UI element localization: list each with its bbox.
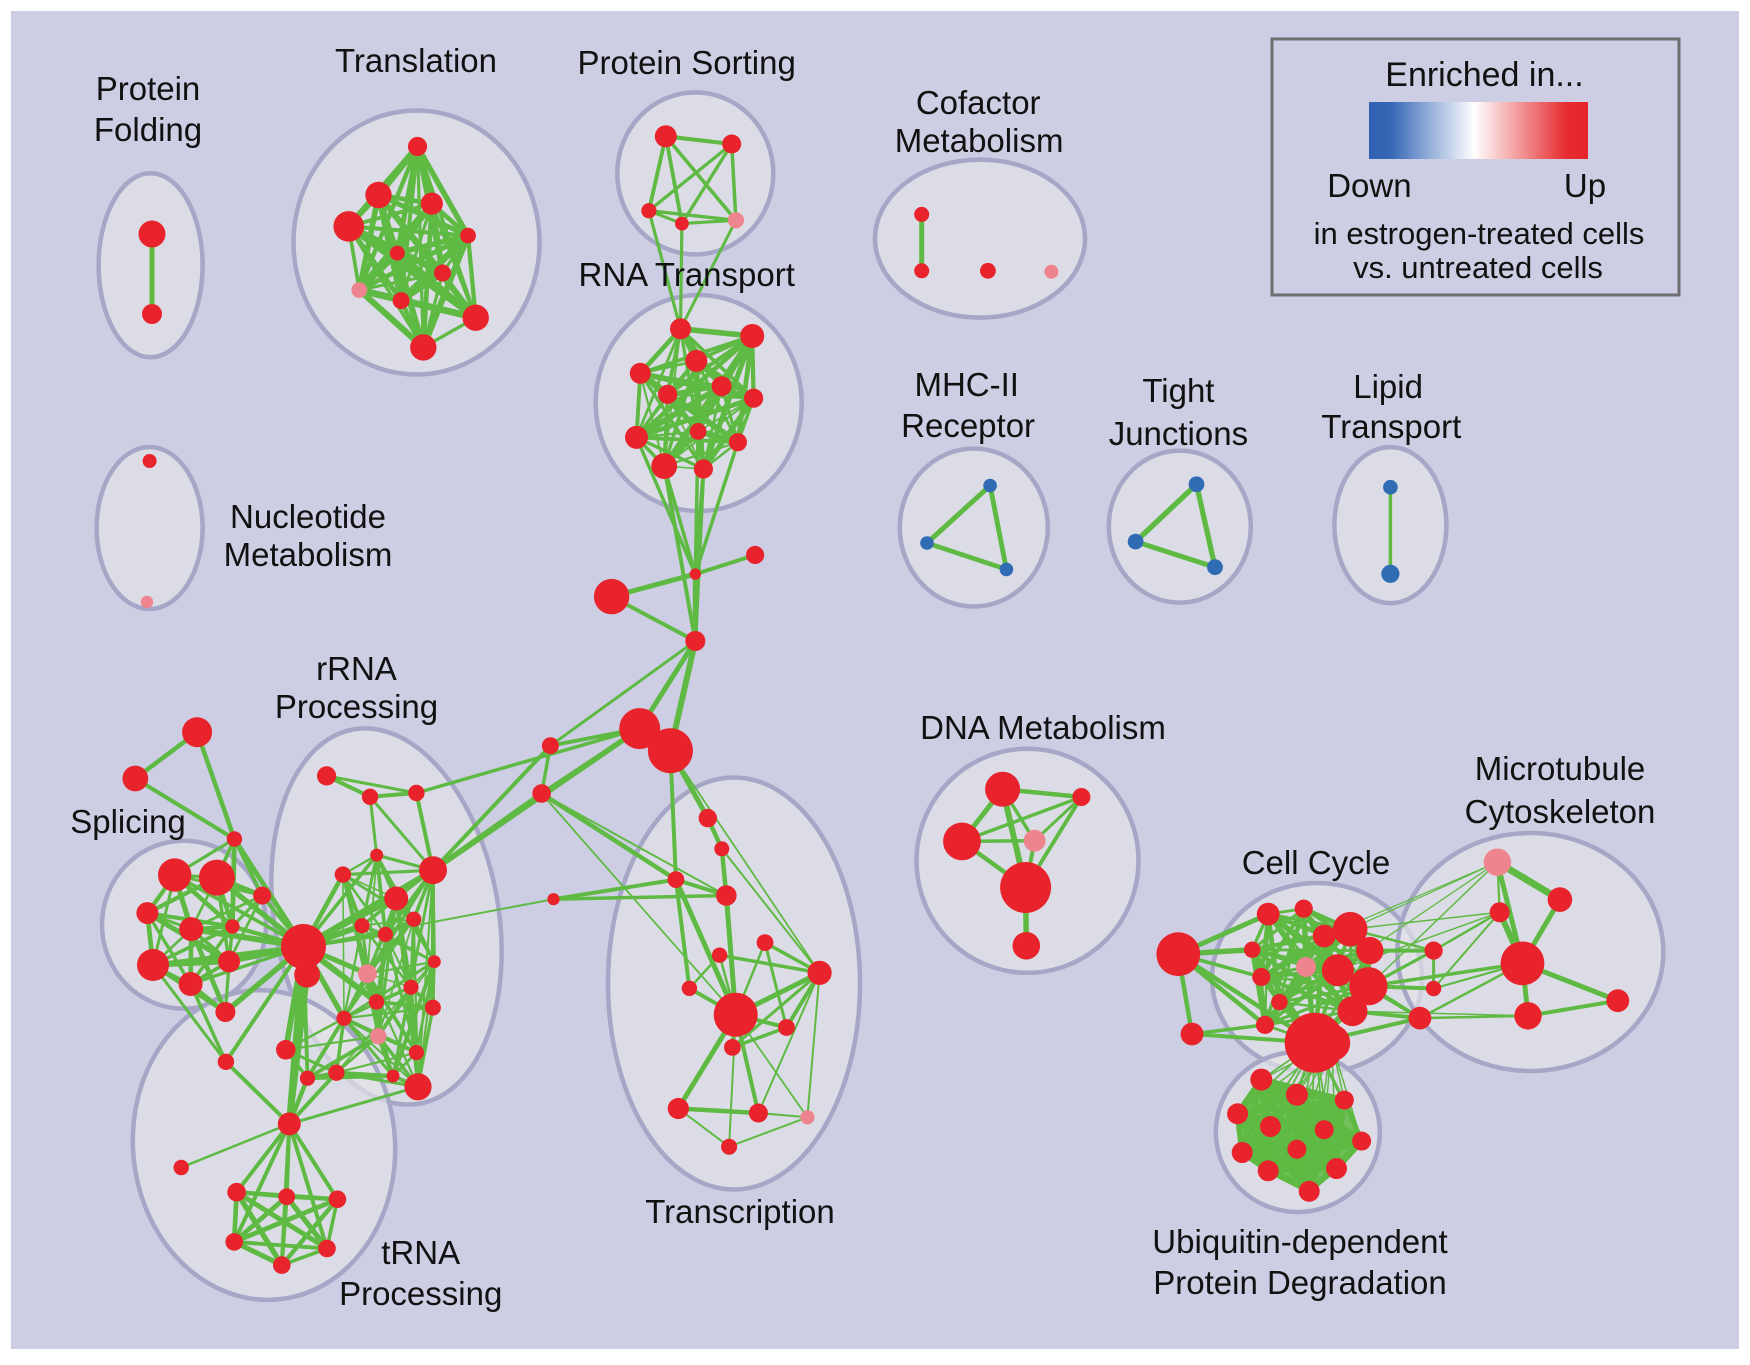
svg-text:Processing: Processing [275,688,438,725]
svg-text:Cofactor: Cofactor [916,84,1041,121]
svg-text:Transport: Transport [1321,408,1461,445]
svg-text:Down: Down [1327,167,1411,204]
svg-text:Protein Degradation: Protein Degradation [1153,1264,1447,1301]
svg-text:MHC-II: MHC-II [914,366,1018,403]
svg-text:Protein Sorting: Protein Sorting [578,44,796,81]
svg-text:Translation: Translation [335,42,497,79]
svg-text:Folding: Folding [94,111,202,148]
svg-text:Up: Up [1564,167,1606,204]
svg-text:Cytoskeleton: Cytoskeleton [1465,793,1656,830]
svg-text:DNA Metabolism: DNA Metabolism [920,709,1166,746]
svg-text:Processing: Processing [339,1275,502,1312]
svg-text:rRNA: rRNA [316,650,397,687]
svg-text:Protein: Protein [96,70,201,107]
svg-text:Ubiquitin-dependent: Ubiquitin-dependent [1152,1223,1447,1260]
svg-text:in estrogen-treated cells: in estrogen-treated cells [1314,216,1645,251]
svg-text:Receptor: Receptor [901,407,1035,444]
svg-text:Lipid: Lipid [1353,368,1423,405]
svg-text:vs. untreated cells: vs. untreated cells [1353,250,1603,285]
svg-text:Transcription: Transcription [645,1193,835,1230]
svg-text:Junctions: Junctions [1109,415,1248,452]
svg-text:Metabolism: Metabolism [224,536,393,573]
svg-text:Tight: Tight [1142,372,1214,409]
svg-text:Enriched in...: Enriched in... [1385,56,1583,94]
svg-text:tRNA: tRNA [381,1234,460,1271]
svg-text:Nucleotide: Nucleotide [230,498,386,535]
svg-text:RNA Transport: RNA Transport [578,256,794,293]
svg-text:Splicing: Splicing [70,803,186,840]
svg-text:Metabolism: Metabolism [895,122,1064,159]
svg-text:Microtubule: Microtubule [1475,750,1646,787]
svg-text:Cell Cycle: Cell Cycle [1242,844,1391,881]
